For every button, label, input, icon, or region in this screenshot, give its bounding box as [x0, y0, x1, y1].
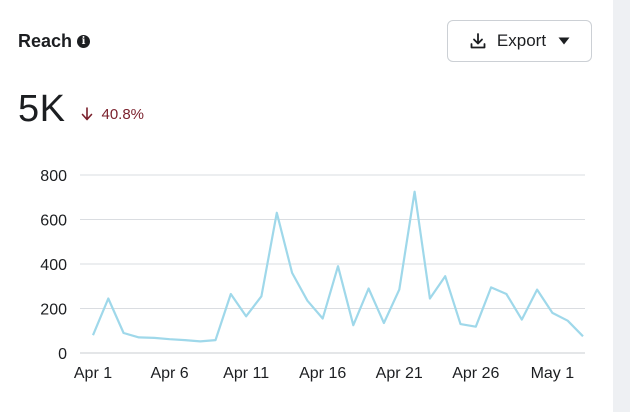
- reach-card: Reach i Export 5K 40.8% 0 200 400 600 800 Apr…: [0, 0, 613, 412]
- arrow-down-icon: [82, 107, 93, 121]
- export-button[interactable]: Export: [447, 20, 592, 62]
- metric-row: 5K 40.8%: [18, 88, 144, 131]
- info-icon[interactable]: i: [77, 35, 91, 48]
- series-line: [91, 190, 584, 343]
- y-tick-label: 600: [40, 213, 67, 230]
- x-tick-label: Apr 6: [150, 365, 188, 382]
- metric-value: 5K: [18, 88, 66, 130]
- y-tick-label: 800: [40, 168, 67, 185]
- delta-value: 40.8%: [101, 105, 145, 123]
- export-label: Export: [496, 31, 547, 50]
- x-tick-label: Apr 26: [452, 365, 499, 382]
- delta-badge: 40.8%: [81, 106, 144, 123]
- title-row: Reach i: [18, 31, 91, 52]
- reach-line-chart: 0 200 400 600 800 Apr 1 Apr 6 Apr 11 Apr 16 Apr 2…: [40, 168, 585, 382]
- y-tick-label: 400: [40, 257, 67, 274]
- y-tick-label: 0: [58, 346, 67, 363]
- x-tick-label: Apr 21: [376, 365, 423, 382]
- x-tick-label: May 1: [531, 365, 575, 382]
- x-tick-label: Apr 1: [74, 365, 112, 382]
- y-tick-label: 200: [40, 302, 67, 319]
- download-icon: [470, 33, 486, 49]
- card-title: Reach: [18, 31, 73, 51]
- caret-down-icon: [558, 37, 570, 45]
- x-tick-label: Apr 11: [223, 365, 269, 382]
- x-tick-label: Apr 16: [299, 365, 346, 382]
